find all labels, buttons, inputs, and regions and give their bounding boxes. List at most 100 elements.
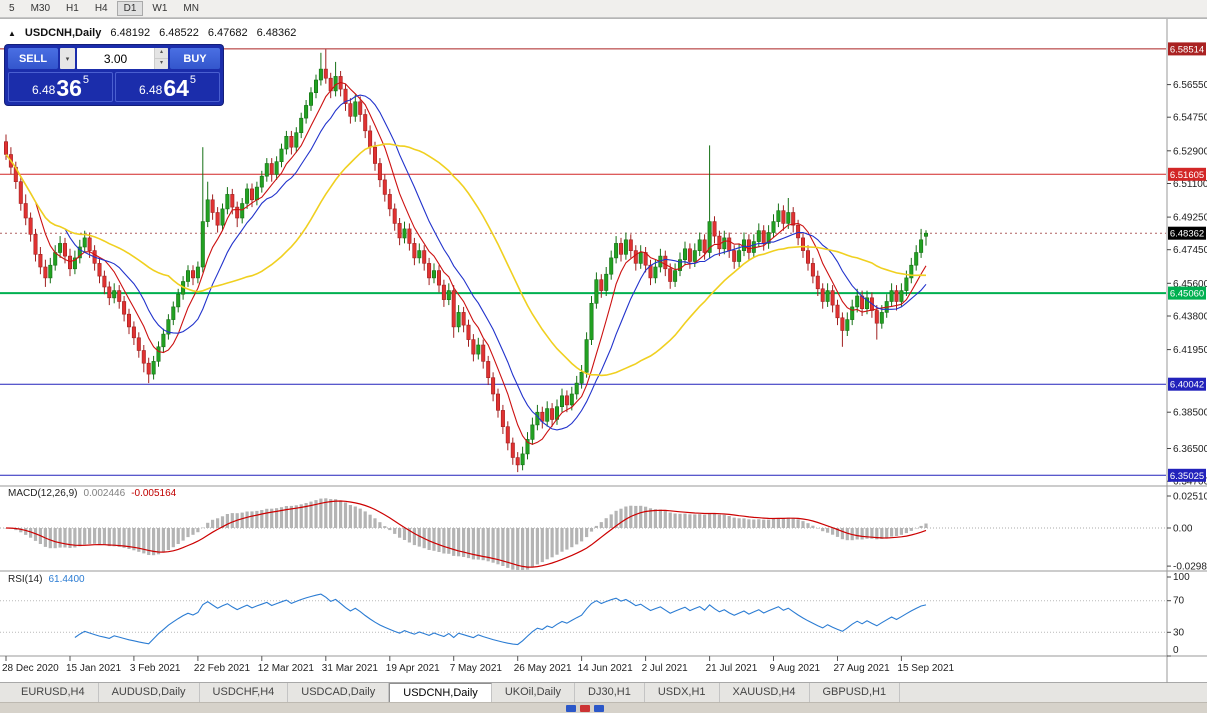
svg-text:3 Feb 2021: 3 Feb 2021 xyxy=(130,663,181,674)
svg-text:6.47450: 6.47450 xyxy=(1173,245,1207,256)
volume-input[interactable] xyxy=(77,48,154,69)
taskbar-strip xyxy=(0,702,1207,713)
svg-text:31 Mar 2021: 31 Mar 2021 xyxy=(322,663,379,674)
svg-text:0.00: 0.00 xyxy=(1173,524,1193,535)
svg-text:0.02510: 0.02510 xyxy=(1173,492,1207,503)
one-click-trading-panel: SELL ▾ ▴ ▾ BUY 6.48 36 5 6.48 64 5 xyxy=(5,45,223,105)
svg-text:27 Aug 2021: 27 Aug 2021 xyxy=(834,663,891,674)
chart-window: 0.02510 0.00 -0.02988100 70 30 0 6.56550 6.5475… xyxy=(0,18,1207,683)
ask-big-digits: 64 xyxy=(163,74,189,101)
buy-button[interactable]: BUY xyxy=(170,48,220,69)
svg-text:6.43800: 6.43800 xyxy=(1173,312,1207,323)
macd-signal-value: -0.005164 xyxy=(131,488,177,499)
ohlc-low: 6.47682 xyxy=(207,27,248,39)
ohlc-close: 6.48362 xyxy=(256,27,297,39)
date-axis: 28 Dec 2020 15 Jan 2021 3 Feb 2021 22 Feb 2… xyxy=(2,656,955,674)
price-axis: 6.56550 6.54750 6.52900 6.51100 6.49250 6.474… xyxy=(1167,42,1207,488)
svg-text:19 Apr 2021: 19 Apr 2021 xyxy=(386,663,440,674)
svg-text:6.41950: 6.41950 xyxy=(1173,345,1207,356)
ohlc-high: 6.48522 xyxy=(159,27,199,39)
svg-text:6.56550: 6.56550 xyxy=(1173,80,1207,91)
price-label-box xyxy=(1168,286,1206,300)
timeframe-button-mn[interactable]: MN xyxy=(183,3,199,14)
svg-text:6.36500: 6.36500 xyxy=(1173,444,1207,455)
horizontal-level-lines xyxy=(0,48,1166,476)
timeframe-button-w1[interactable]: W1 xyxy=(152,3,168,14)
svg-text:70: 70 xyxy=(1173,596,1185,607)
timeframe-button-m30[interactable]: M30 xyxy=(30,3,51,14)
svg-text:21 Jul 2021: 21 Jul 2021 xyxy=(706,663,758,674)
svg-text:15 Jan 2021: 15 Jan 2021 xyxy=(66,663,121,674)
svg-text:30: 30 xyxy=(1173,627,1185,638)
svg-text:15 Sep 2021: 15 Sep 2021 xyxy=(897,663,954,674)
svg-text:9 Aug 2021: 9 Aug 2021 xyxy=(770,663,821,674)
ask-prefix: 6.48 xyxy=(138,83,163,97)
svg-text:6.35025: 6.35025 xyxy=(1170,471,1204,482)
bid-big-digits: 36 xyxy=(56,74,82,101)
chart-tab-usdx-h1[interactable]: USDX,H1 xyxy=(645,683,720,702)
taskbar-icon-blue xyxy=(566,705,576,712)
chart-tab-gbpusd-h1[interactable]: GBPUSD,H1 xyxy=(810,683,901,702)
chart-tab-usdcnh-daily[interactable]: USDCNH,Daily xyxy=(389,683,492,702)
price-label-box xyxy=(1168,226,1206,240)
svg-text:6.48362: 6.48362 xyxy=(1170,229,1204,240)
volume-down-icon[interactable]: ▾ xyxy=(155,59,168,69)
rsi-indicator-label: RSI(14) 61.4400 xyxy=(8,574,85,585)
taskbar-icon-red xyxy=(580,705,590,712)
svg-text:22 Feb 2021: 22 Feb 2021 xyxy=(194,663,251,674)
svg-text:7 May 2021: 7 May 2021 xyxy=(450,663,503,674)
buy-price-button[interactable]: 6.48 64 5 xyxy=(115,72,220,102)
sell-price-button[interactable]: 6.48 36 5 xyxy=(8,72,113,102)
chart-tab-ukoil-daily[interactable]: UKOil,Daily xyxy=(492,683,576,702)
svg-text:6.51100: 6.51100 xyxy=(1173,179,1207,190)
svg-text:28 Dec 2020: 28 Dec 2020 xyxy=(2,663,59,674)
macd-value: 0.002446 xyxy=(83,488,126,499)
ohlc-open: 6.48192 xyxy=(110,27,151,39)
sell-button[interactable]: SELL xyxy=(8,48,58,69)
chart-tab-dj30-h1[interactable]: DJ30,H1 xyxy=(575,683,645,702)
rsi-value: 61.4400 xyxy=(48,574,85,585)
svg-text:12 Mar 2021: 12 Mar 2021 xyxy=(258,663,315,674)
svg-text:6.40042: 6.40042 xyxy=(1170,380,1204,391)
svg-text:0: 0 xyxy=(1173,645,1179,656)
chart-tab-usdchf-h4[interactable]: USDCHF,H4 xyxy=(200,683,289,702)
pane-separators xyxy=(0,19,1207,683)
svg-text:6.52900: 6.52900 xyxy=(1173,146,1207,157)
timeframe-button-5[interactable]: 5 xyxy=(9,3,15,14)
svg-text:6.45060: 6.45060 xyxy=(1170,289,1204,300)
timeframe-button-h1[interactable]: H1 xyxy=(66,3,79,14)
chart-tab-usdcad-daily[interactable]: USDCAD,Daily xyxy=(288,683,390,702)
chart-tab-eurusd-h4[interactable]: EURUSD,H4 xyxy=(8,683,99,702)
chart-tab-audusd-daily[interactable]: AUDUSD,Daily xyxy=(99,683,200,702)
svg-text:6.58514: 6.58514 xyxy=(1170,44,1204,55)
timeframe-button-d1[interactable]: D1 xyxy=(116,1,144,16)
chart-canvas[interactable]: 0.02510 0.00 -0.02988100 70 30 0 6.56550 6.5475… xyxy=(0,19,1207,683)
rsi-pane: 100 70 30 0 xyxy=(0,572,1190,657)
svg-text:14 Jun 2021: 14 Jun 2021 xyxy=(578,663,633,674)
bid-pipette: 5 xyxy=(82,74,90,86)
svg-text:2 Jul 2021: 2 Jul 2021 xyxy=(642,663,689,674)
chart-symbol-period: USDCNH,Daily xyxy=(24,27,102,39)
svg-text:6.54750: 6.54750 xyxy=(1173,113,1207,124)
price-label-box xyxy=(1168,468,1206,482)
timeframe-toolbar: 5 M30 H1 H4 D1 W1 MN xyxy=(0,0,1207,18)
svg-text:6.51605: 6.51605 xyxy=(1170,170,1204,181)
timeframe-button-h4[interactable]: H4 xyxy=(94,3,108,14)
chart-tabs-bar: EURUSD,H4 AUDUSD,Daily USDCHF,H4 USDCAD,Dai… xyxy=(0,682,1207,702)
rsi-name: RSI(14) xyxy=(8,574,43,585)
svg-text:6.49250: 6.49250 xyxy=(1173,213,1207,224)
svg-text:-0.02988: -0.02988 xyxy=(1173,562,1207,573)
volume-dropdown-icon[interactable]: ▾ xyxy=(60,48,75,69)
svg-text:26 May 2021: 26 May 2021 xyxy=(514,663,572,674)
svg-text:6.34700: 6.34700 xyxy=(1173,477,1207,488)
macd-indicator-label: MACD(12,26,9) 0.002446 -0.005164 xyxy=(8,488,176,499)
volume-up-icon[interactable]: ▴ xyxy=(155,48,168,59)
price-label-box xyxy=(1168,167,1206,181)
macd-name: MACD(12,26,9) xyxy=(8,488,78,499)
svg-text:100: 100 xyxy=(1173,572,1190,583)
price-label-box xyxy=(1168,377,1206,391)
macd-pane: 0.02510 0.00 -0.02988 xyxy=(0,492,1207,573)
chart-tab-xauusd-h4[interactable]: XAUUSD,H4 xyxy=(720,683,810,702)
ask-pipette: 5 xyxy=(189,74,197,86)
moving-averages-layer xyxy=(5,81,927,445)
